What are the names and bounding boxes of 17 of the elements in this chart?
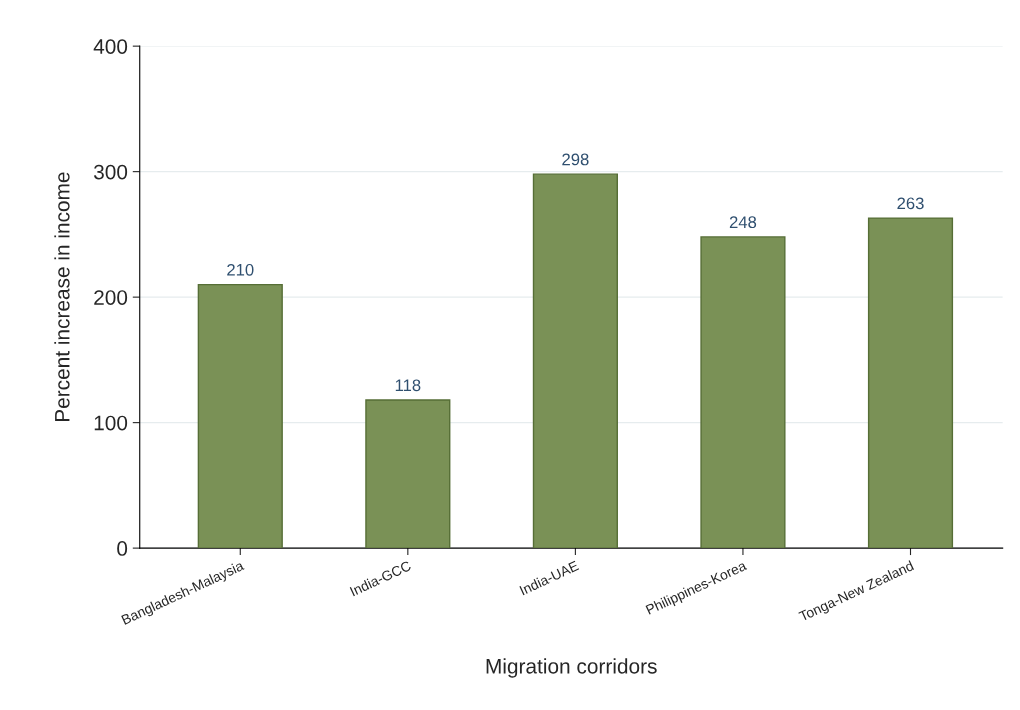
y-tick-label: 400 bbox=[93, 39, 128, 54]
bar bbox=[867, 217, 954, 549]
data-label: 298 bbox=[562, 153, 589, 166]
data-label: 263 bbox=[897, 197, 924, 210]
data-label: 248 bbox=[729, 216, 757, 229]
bar bbox=[197, 283, 283, 549]
x-axis-title: Migration corridors bbox=[486, 658, 657, 678]
data-label: 118 bbox=[395, 379, 421, 392]
bar bbox=[700, 236, 786, 549]
y-tick-label: 200 bbox=[94, 290, 128, 305]
data-label: 210 bbox=[227, 263, 254, 276]
bar bbox=[365, 399, 451, 549]
y-tick-label: 300 bbox=[93, 164, 128, 180]
y-tick-label: 0 bbox=[117, 541, 128, 556]
y-tick-label: 100 bbox=[94, 415, 128, 431]
bar bbox=[532, 173, 618, 549]
y-axis-title: Percent increase in income bbox=[54, 172, 70, 422]
